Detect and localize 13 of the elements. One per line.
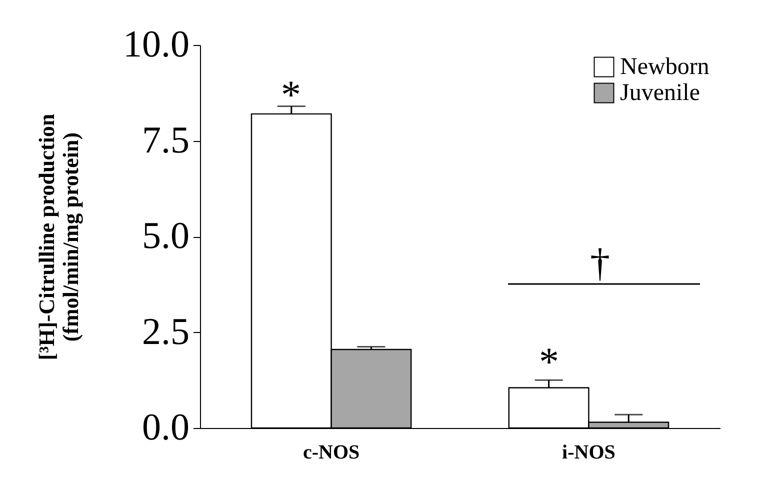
legend-label: Newborn — [620, 54, 710, 80]
legend-label: Juvenile — [620, 80, 700, 106]
y-tick-label: 7.5 — [142, 119, 190, 162]
y-tick-label: 0.0 — [142, 406, 190, 448]
y-axis-title: [³H]-Citrulline production (fmol/min/mg protein) — [34, 114, 83, 360]
annotation: † — [590, 240, 610, 285]
y-tick-label: 2.5 — [142, 310, 190, 353]
y-tick-label: 10.0 — [123, 24, 190, 66]
annotation: * — [539, 339, 559, 384]
x-tick-label: c-NOS — [302, 442, 360, 464]
y-tick-label: 5.0 — [142, 215, 190, 257]
x-tick-label: i-NOS — [562, 442, 616, 464]
annotation: * — [281, 72, 301, 117]
